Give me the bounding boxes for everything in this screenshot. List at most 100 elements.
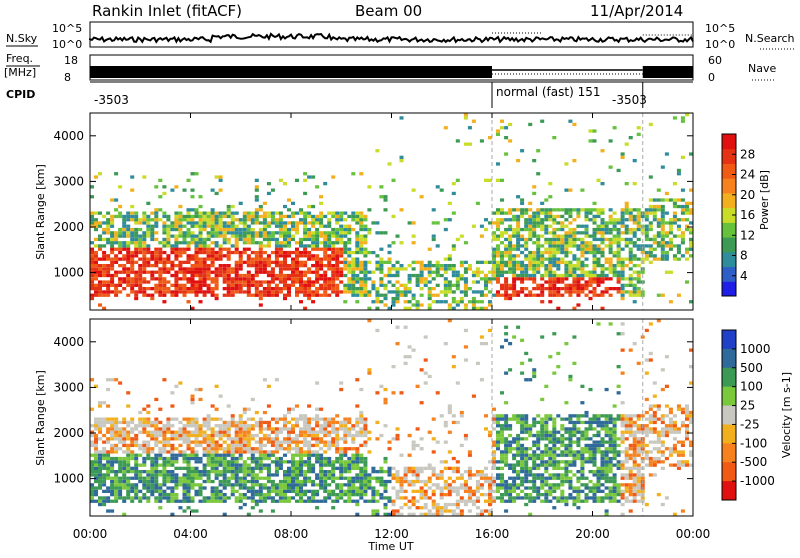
heatmap-cell	[126, 267, 130, 270]
heatmap-cell	[392, 297, 396, 300]
heatmap-cell	[247, 441, 251, 444]
heatmap-cell	[649, 251, 653, 254]
heatmap-cell	[203, 274, 207, 277]
heatmap-cell	[227, 251, 231, 254]
heatmap-cell	[677, 225, 681, 228]
heatmap-cell	[211, 431, 215, 434]
heatmap-cell	[552, 431, 556, 434]
heatmap-cell	[633, 218, 637, 221]
cpid-label: CPID	[6, 88, 35, 101]
heatmap-cell	[106, 467, 110, 470]
heatmap-cell	[331, 248, 335, 251]
heatmap-cell	[267, 215, 271, 218]
heatmap-cell	[363, 274, 367, 277]
heatmap-cell	[138, 238, 142, 241]
heatmap-cell	[412, 274, 416, 277]
heatmap-cell	[110, 248, 114, 251]
heatmap-cell	[142, 424, 146, 427]
heatmap-cell	[331, 421, 335, 424]
heatmap-cell	[645, 225, 649, 228]
heatmap-cell	[436, 274, 440, 277]
heatmap-cell	[251, 424, 255, 427]
heatmap-cell	[444, 441, 448, 444]
heatmap-cell	[492, 500, 496, 503]
heatmap-cell	[235, 235, 239, 238]
heatmap-cell	[203, 421, 207, 424]
heatmap-cell	[520, 149, 524, 152]
heatmap-cell	[428, 267, 432, 270]
heatmap-cell	[331, 235, 335, 238]
heatmap-cell	[187, 254, 191, 257]
heatmap-cell	[219, 274, 223, 277]
heatmap-cell	[263, 294, 267, 297]
heatmap-cell	[593, 244, 597, 247]
heatmap-cell	[396, 342, 400, 345]
heatmap-cell	[247, 513, 251, 516]
heatmap-cell	[239, 287, 243, 290]
heatmap-cell	[548, 271, 552, 274]
heatmap-cell	[512, 467, 516, 470]
heatmap-cell	[568, 290, 572, 293]
heatmap-cell	[223, 513, 227, 516]
heatmap-cell	[339, 447, 343, 450]
heatmap-cell	[601, 274, 605, 277]
heatmap-cell	[243, 235, 247, 238]
heatmap-cell	[207, 258, 211, 261]
heatmap-cell	[154, 421, 158, 424]
heatmap-cell	[150, 424, 154, 427]
heatmap-cell	[114, 444, 118, 447]
heatmap-cell	[404, 496, 408, 499]
heatmap-cell	[94, 450, 98, 453]
heatmap-cell	[279, 235, 283, 238]
heatmap-cell	[528, 431, 532, 434]
heatmap-cell	[154, 290, 158, 293]
heatmap-cell	[520, 496, 524, 499]
heatmap-cell	[247, 408, 251, 411]
heatmap-cell	[456, 139, 460, 142]
heatmap-cell	[492, 418, 496, 421]
heatmap-cell	[572, 277, 576, 280]
heatmap-cell	[291, 483, 295, 486]
heatmap-cell	[355, 486, 359, 489]
heatmap-cell	[649, 205, 653, 208]
heatmap-cell	[576, 215, 580, 218]
heatmap-cell	[130, 427, 134, 430]
heatmap-cell	[178, 212, 182, 215]
heatmap-cell	[283, 277, 287, 280]
heatmap-cell	[396, 271, 400, 274]
heatmap-cell	[303, 254, 307, 257]
heatmap-cell	[456, 280, 460, 283]
heatmap-cell	[106, 427, 110, 430]
heatmap-cell	[98, 284, 102, 287]
heatmap-cell	[106, 441, 110, 444]
heatmap-cell	[154, 398, 158, 401]
heatmap-cell	[142, 238, 146, 241]
heatmap-cell	[452, 503, 456, 506]
heatmap-cell	[516, 421, 520, 424]
heatmap-cell	[215, 284, 219, 287]
heatmap-cell	[556, 248, 560, 251]
heatmap-cell	[500, 467, 504, 470]
heatmap-cell	[247, 241, 251, 244]
heatmap-cell	[544, 447, 548, 450]
heatmap-cell	[187, 434, 191, 437]
heatmap-cell	[311, 294, 315, 297]
heatmap-cell	[291, 464, 295, 467]
heatmap-cell	[255, 460, 259, 463]
heatmap-cell	[215, 294, 219, 297]
heatmap-cell	[355, 218, 359, 221]
heatmap-cell	[138, 287, 142, 290]
heatmap-cell	[536, 215, 540, 218]
heatmap-cell	[259, 477, 263, 480]
heatmap-cell	[528, 208, 532, 211]
heatmap-cell	[162, 467, 166, 470]
heatmap-cell	[492, 248, 496, 251]
heatmap-cell	[223, 264, 227, 267]
heatmap-cell	[484, 287, 488, 290]
heatmap-cell	[162, 271, 166, 274]
heatmap-cell	[416, 284, 420, 287]
heatmap-cell	[138, 248, 142, 251]
heatmap-cell	[548, 355, 552, 358]
heatmap-cell	[98, 464, 102, 467]
heatmap-cell	[211, 290, 215, 293]
